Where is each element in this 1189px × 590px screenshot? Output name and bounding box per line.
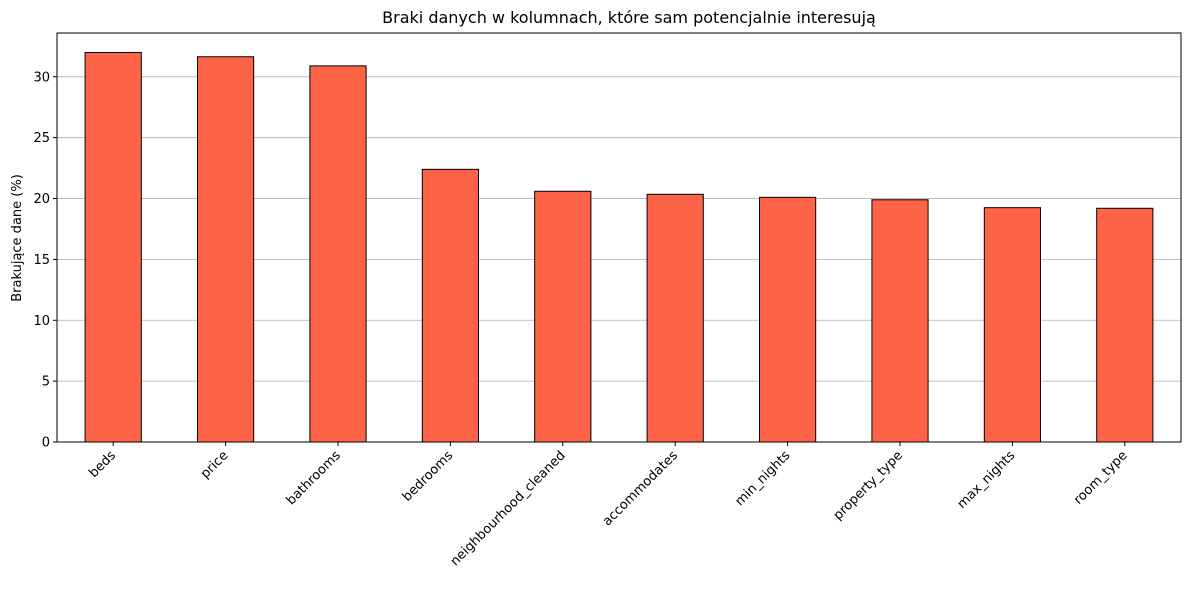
x-tick-label: price: [198, 448, 231, 481]
x-tick-label: max_nights: [955, 448, 1019, 512]
plot-frame: [56, 32, 1182, 443]
bar-property_type: [871, 199, 929, 443]
x-tick-label: bedrooms: [400, 448, 457, 505]
y-axis-label: Brakujące dane (%): [10, 174, 25, 302]
bar-min_nights: [759, 196, 817, 443]
chart-title: Braki danych w kolumnach, które sam pote…: [382, 8, 876, 27]
bar-room_type: [1096, 207, 1154, 443]
bar-beds: [84, 51, 142, 443]
y-tick-label: 15: [33, 253, 50, 268]
x-tick-label: property_type: [831, 448, 906, 523]
bar-price: [197, 56, 255, 443]
bars: [84, 51, 1154, 443]
y-axis: 0 5 10 15 20 25 30: [33, 70, 57, 451]
bar-max_nights: [983, 207, 1041, 443]
y-tick-label: 25: [33, 131, 50, 146]
bar-neighbourhood_cleaned: [534, 190, 592, 443]
bar-bathrooms: [309, 65, 367, 443]
bar-accommodates: [646, 193, 704, 443]
x-tick-label: min_nights: [732, 448, 793, 509]
x-tick-label: beds: [86, 448, 119, 481]
y-tick-label: 30: [33, 70, 50, 85]
x-tick-label: neighbourhood_cleaned: [448, 448, 569, 569]
x-tick-label: room_type: [1071, 448, 1131, 508]
y-tick-label: 0: [42, 436, 50, 451]
y-tick-label: 5: [42, 375, 50, 390]
x-tick-label: bathrooms: [284, 448, 344, 508]
bar-bedrooms: [421, 168, 479, 443]
x-tick-label: accommodates: [600, 448, 681, 529]
y-tick-label: 10: [33, 314, 50, 329]
y-tick-label: 20: [33, 192, 50, 207]
x-axis: beds price bathrooms bedroomsneighbourhood_…: [86, 442, 1131, 569]
